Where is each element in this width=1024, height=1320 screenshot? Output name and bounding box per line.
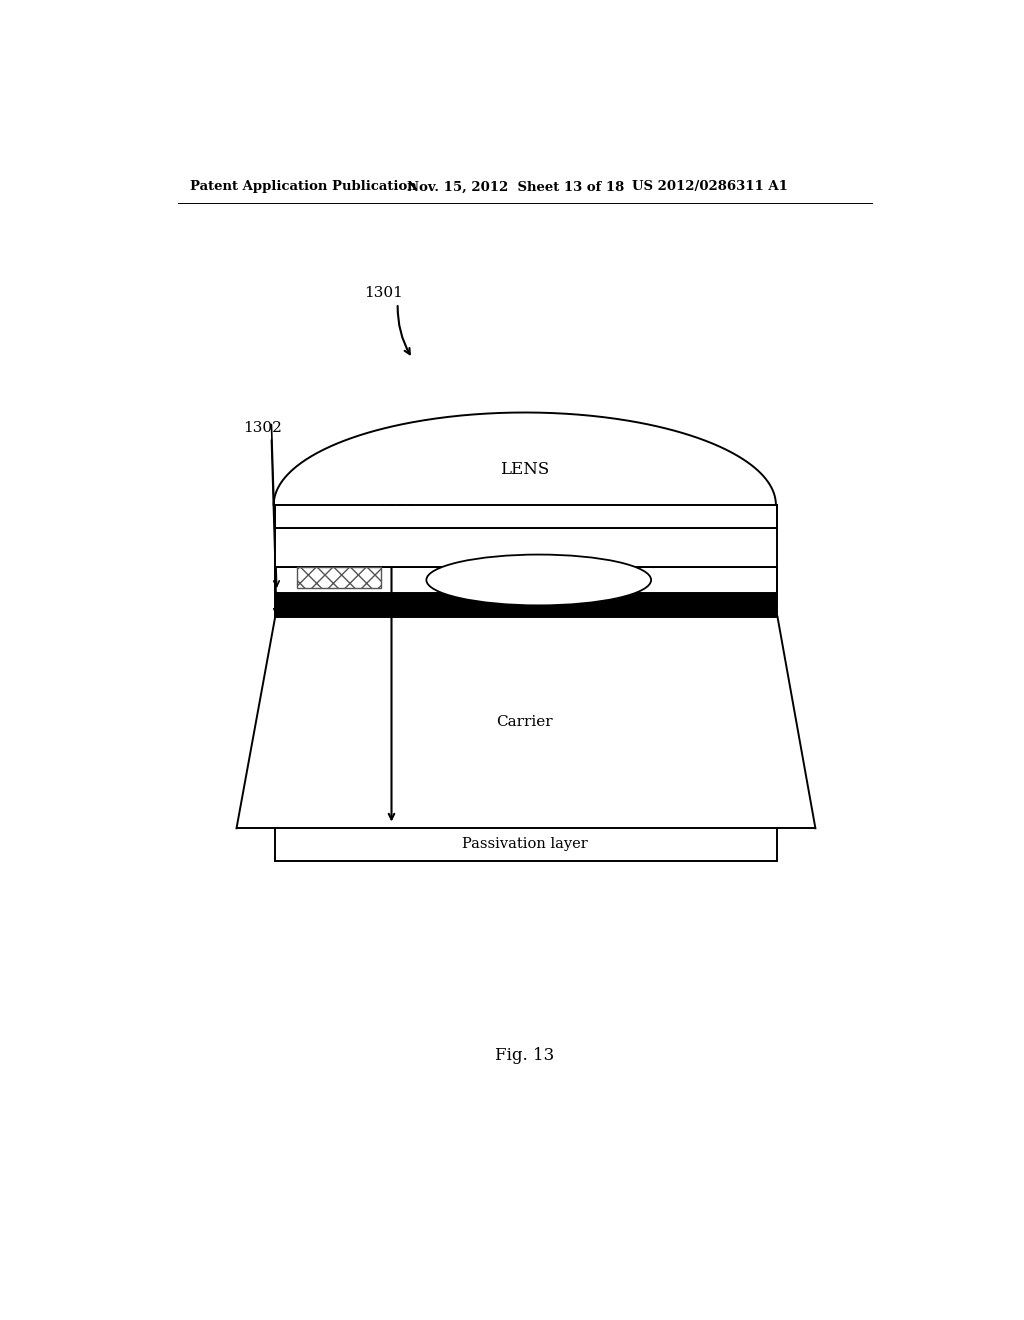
Bar	[275, 829, 777, 861]
Text: Passivation layer: Passivation layer	[462, 837, 588, 851]
Bar	[297, 566, 381, 589]
Bar	[275, 528, 777, 566]
Text: Cover substrate: Cover substrate	[463, 540, 587, 554]
Text: 1370: 1370	[378, 504, 417, 517]
Text: US 2012/0286311 A1: US 2012/0286311 A1	[632, 181, 787, 194]
Text: LENS: LENS	[500, 461, 550, 478]
Text: GaN layers: GaN layers	[482, 573, 567, 586]
Text: Patent Application Publication: Patent Application Publication	[190, 181, 417, 194]
Text: Fig. 13: Fig. 13	[496, 1047, 554, 1064]
Bar	[275, 594, 777, 616]
Ellipse shape	[426, 554, 651, 606]
Text: 1302: 1302	[243, 421, 282, 434]
Text: 1301: 1301	[365, 286, 403, 300]
Text: Nov. 15, 2012  Sheet 13 of 18: Nov. 15, 2012 Sheet 13 of 18	[407, 181, 625, 194]
Text: Phospor/QD: Phospor/QD	[497, 573, 581, 587]
Text: Carrier: Carrier	[497, 715, 553, 730]
Bar	[275, 504, 777, 528]
